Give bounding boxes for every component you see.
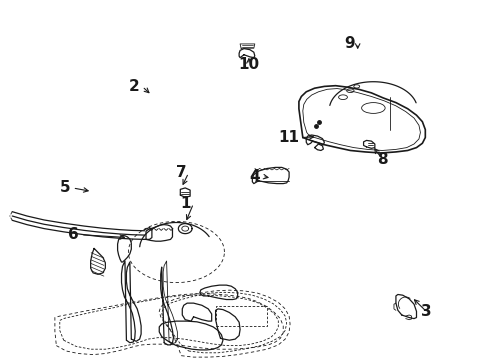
Text: 7: 7 [175,165,186,180]
Text: 2: 2 [129,79,140,94]
Text: 6: 6 [68,227,78,242]
Text: 5: 5 [59,180,70,195]
Text: 3: 3 [421,304,432,319]
Text: 9: 9 [344,36,355,51]
Text: 1: 1 [181,196,191,211]
Text: 10: 10 [238,57,260,72]
Text: 8: 8 [377,152,388,167]
Text: 11: 11 [278,130,299,145]
Text: 4: 4 [249,169,260,184]
